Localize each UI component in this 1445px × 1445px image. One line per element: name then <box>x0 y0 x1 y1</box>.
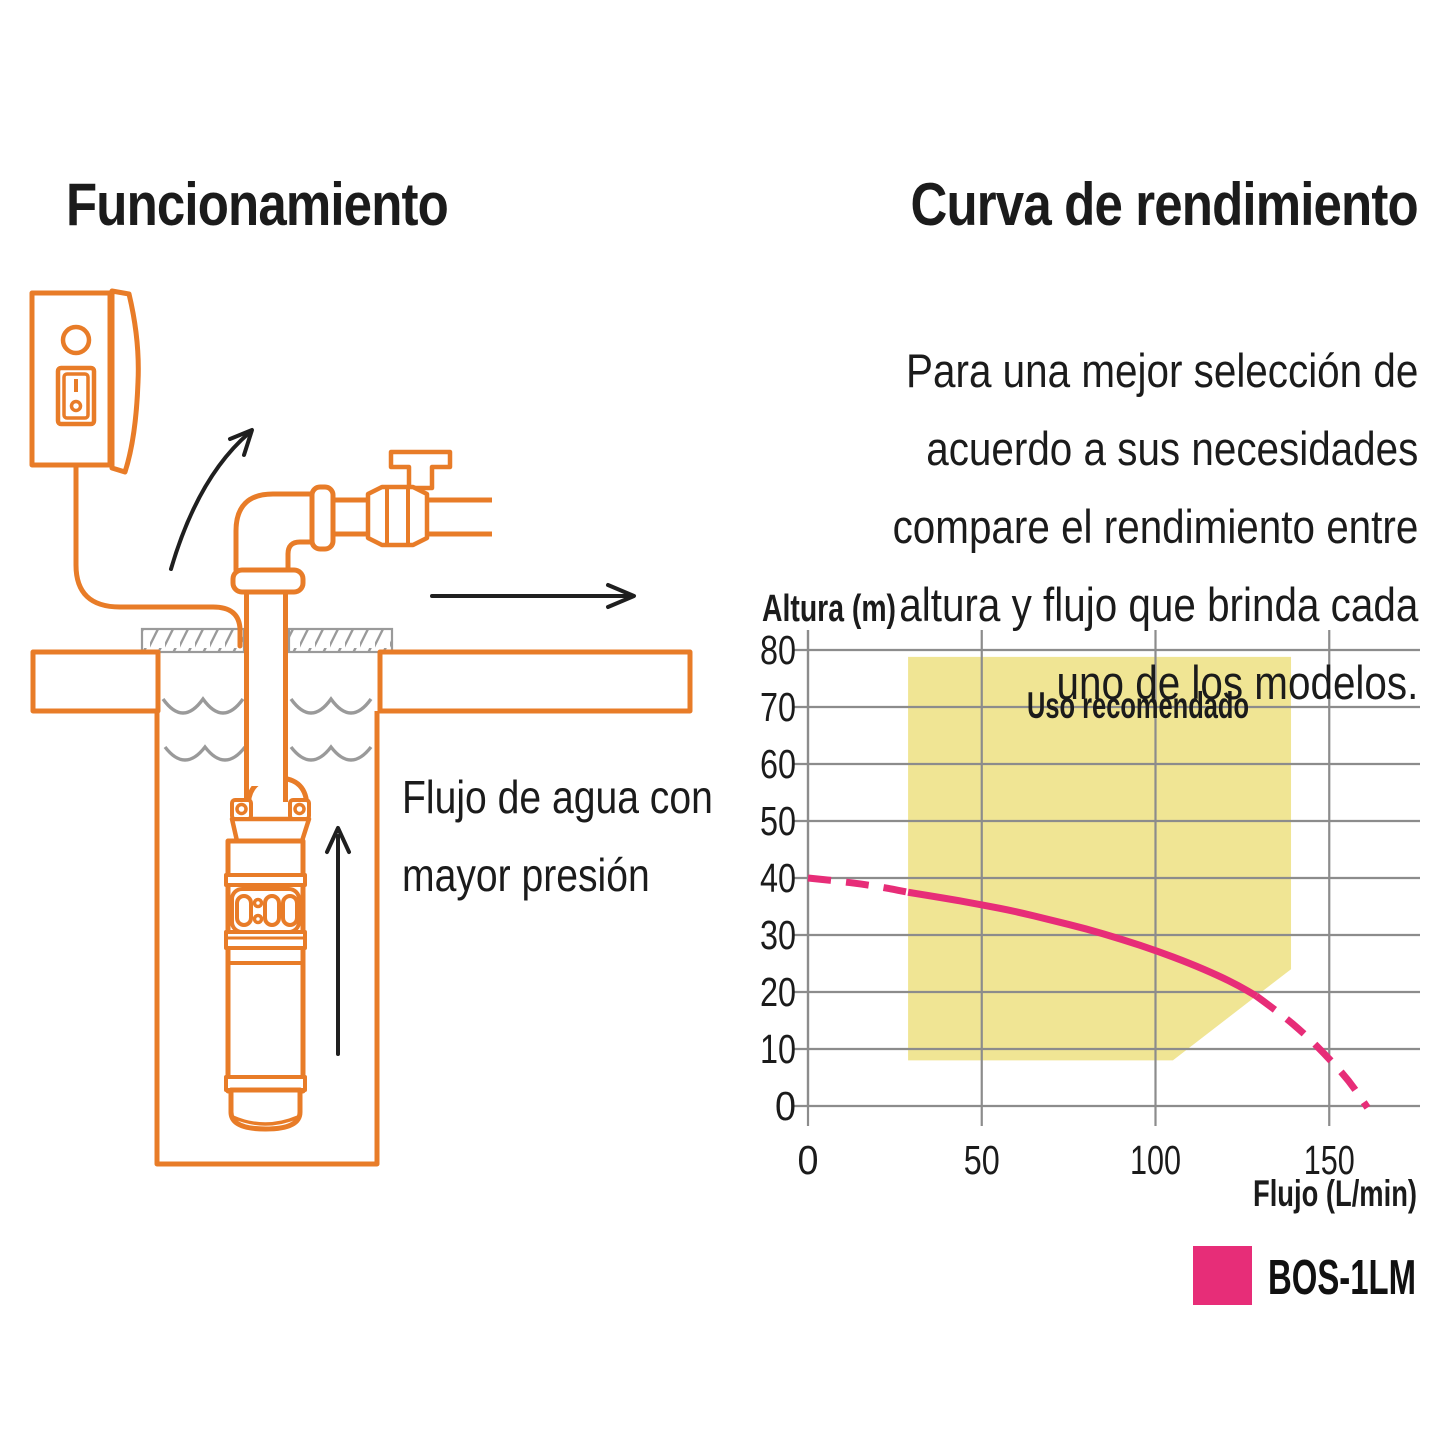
gate-valve-icon <box>365 449 492 548</box>
right-arrow-icon <box>430 583 636 609</box>
right-section-title: Curva de rendimiento <box>910 171 1419 238</box>
y-tick-label: 80 <box>760 627 796 673</box>
up-arrow-icon <box>325 826 351 1056</box>
water-flow-caption: Flujo de agua con mayor presión <box>402 758 713 914</box>
y-tick-label: 0 <box>775 1083 796 1129</box>
performance-curve-solid <box>907 888 1259 1000</box>
performance-curve-dashed <box>1254 993 1371 1110</box>
performance-curve-dashed <box>807 874 909 896</box>
y-axis-title: Altura (m) <box>762 588 896 630</box>
paragraph-line: altura y flujo que brinda cada <box>898 578 1418 631</box>
pipe-elbow-icon <box>233 484 370 573</box>
y-tick-label: 20 <box>760 969 796 1015</box>
pipe-coupling-icon <box>230 567 306 595</box>
paragraph-line: Para una mejor selección de <box>905 344 1418 397</box>
left-section-title: Funcionamiento <box>66 171 449 238</box>
paragraph-line: uno de los modelos. <box>1056 656 1418 709</box>
ground-surface <box>30 649 693 714</box>
water-waves-icon <box>161 696 373 762</box>
recommended-region-label: Uso recomendado <box>1027 685 1249 726</box>
y-tick-label: 60 <box>760 741 796 787</box>
electrical-cable <box>73 462 243 649</box>
flow-arrows <box>169 428 636 1056</box>
legend-label: BOS-1LM <box>1268 1251 1416 1305</box>
well-shaft <box>154 711 380 1167</box>
x-tick-label: 0 <box>798 1137 819 1183</box>
x-tick-label: 100 <box>1130 1137 1181 1183</box>
x-axis-title: Flujo (L/min) <box>1253 1173 1417 1214</box>
legend-swatch <box>1193 1246 1252 1305</box>
x-tick-label: 50 <box>964 1137 1000 1183</box>
paragraph-line: compare el rendimiento entre <box>892 500 1418 553</box>
riser-pipe-icon <box>244 590 288 802</box>
paragraph-line: acuerdo a sus necesidades <box>925 422 1418 475</box>
recommended-region <box>908 656 1292 1061</box>
ground-hatch-icon <box>140 627 394 654</box>
power-switch-box-icon <box>29 288 141 475</box>
x-tick-label: 150 <box>1304 1137 1355 1183</box>
caption-line: Flujo de agua con <box>402 771 713 823</box>
curved-arrow-icon <box>169 428 254 571</box>
caption-line: mayor presión <box>402 849 650 901</box>
y-tick-label: 50 <box>760 798 796 844</box>
y-tick-label: 10 <box>760 1026 796 1072</box>
y-tick-label: 70 <box>760 684 796 730</box>
y-tick-label: 40 <box>760 855 796 901</box>
intro-paragraph: Para una mejor selección de acuerdo a su… <box>892 332 1418 722</box>
y-tick-label: 30 <box>760 912 796 958</box>
